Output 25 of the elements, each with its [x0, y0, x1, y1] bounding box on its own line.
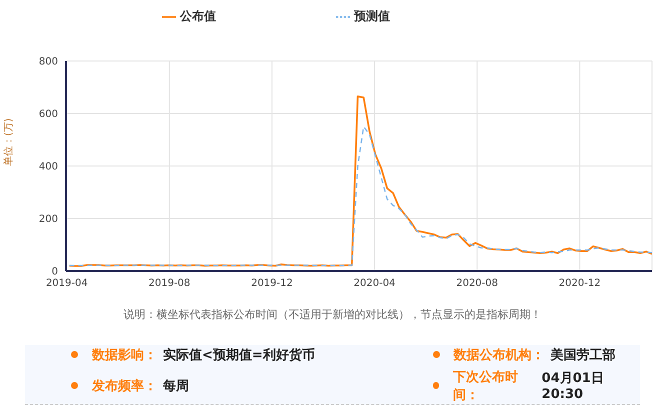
x-tick-label: 2019-04 — [46, 278, 88, 290]
text: 美国劳工部 — [550, 346, 616, 364]
legend-label: 预测值 — [354, 9, 390, 23]
x-tick-label: 2020-08 — [456, 278, 498, 290]
line-series — [68, 126, 652, 266]
text: 数据影响： — [92, 346, 157, 364]
line-series — [68, 96, 652, 267]
y-axis-title: 单位：(万) — [2, 118, 15, 166]
text: 每周 — [163, 378, 189, 394]
legend-label: 公布值 — [180, 9, 216, 23]
x-tick-label: 2019-08 — [148, 278, 190, 290]
text: 数据公布机构： — [454, 346, 544, 364]
y-tick-label: 600 — [38, 109, 58, 120]
text: 说明：横坐标代表指标公布时间（不适用于新增的对比线），节点显示的是指标周期！ — [122, 307, 542, 322]
text: 下次公布时间： — [452, 368, 519, 404]
y-tick-label: 400 — [38, 162, 58, 173]
text: 发布频率： — [92, 378, 157, 394]
y-tick-label: 800 — [38, 56, 58, 68]
y-tick-label: 200 — [38, 214, 58, 226]
x-tick-label: 2020-12 — [558, 278, 601, 290]
x-tick-label: 2020-04 — [354, 278, 396, 290]
x-tick-label: 2019-12 — [251, 278, 293, 290]
text: 实际值<预期值=利好货币 — [163, 346, 315, 364]
y-tick-label: 0 — [52, 266, 58, 278]
text: 04月01日 20:30 — [542, 370, 605, 402]
